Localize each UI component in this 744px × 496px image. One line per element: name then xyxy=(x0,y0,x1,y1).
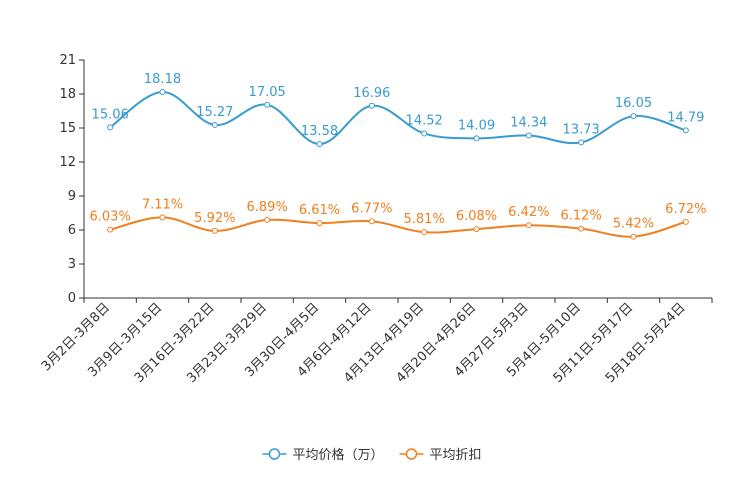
series-0-point[interactable] xyxy=(211,121,218,128)
series-layer: 15.06 18.18 15.27 17.05 13.58 16.96 14.52 14.09… xyxy=(90,72,706,240)
series-0-data-label: 18.18 xyxy=(144,72,181,87)
series-1-point[interactable] xyxy=(264,216,271,223)
series-1-data-label: 6.03% xyxy=(90,210,131,225)
series-0-point[interactable] xyxy=(682,127,689,134)
series-1-data-label: 7.11% xyxy=(142,197,183,212)
series-1: 6.03% 7.11% 5.92% 6.89% 6.61% 6.77% 5.81% 6.08%… xyxy=(90,197,706,240)
legend-item-1[interactable]: 平均折扣 xyxy=(399,448,482,463)
series-1-data-label: 6.77% xyxy=(351,201,392,216)
legend-marker-0 xyxy=(268,448,281,460)
y-tick-label: 3 xyxy=(68,257,76,272)
series-1-data-label: 6.08% xyxy=(456,209,497,224)
series-1-line xyxy=(109,216,687,238)
series-0-data-label: 15.06 xyxy=(92,107,129,122)
series-0: 15.06 18.18 15.27 17.05 13.58 16.96 14.52 14.09… xyxy=(92,72,704,148)
legend-label-1: 平均折扣 xyxy=(430,448,482,463)
series-1-data-label: 5.42% xyxy=(613,217,654,232)
legend[interactable]: 平均价格（万） 平均折扣 xyxy=(262,447,482,463)
series-1-point[interactable] xyxy=(630,233,637,240)
series-0-data-label: 14.09 xyxy=(458,118,495,133)
series-1-point[interactable] xyxy=(211,227,218,234)
series-0-data-label: 13.58 xyxy=(301,124,338,139)
y-tick-label: 21 xyxy=(59,53,76,68)
series-1-data-label: 6.61% xyxy=(299,203,340,218)
legend-item-0[interactable]: 平均价格（万） xyxy=(262,447,384,463)
y-tick-label: 18 xyxy=(59,87,76,102)
series-0-data-label: 15.27 xyxy=(196,105,233,120)
series-1-point[interactable] xyxy=(368,218,375,225)
series-1-point[interactable] xyxy=(159,214,166,221)
y-tick-label: 6 xyxy=(68,223,76,238)
series-1-data-label: 6.42% xyxy=(508,205,549,220)
y-tick-label: 9 xyxy=(68,189,76,204)
series-1-point[interactable] xyxy=(107,226,114,233)
series-0-data-label: 14.34 xyxy=(510,115,547,130)
series-0-data-label: 17.05 xyxy=(249,85,286,100)
series-0-point[interactable] xyxy=(525,132,532,139)
legend-marker-1 xyxy=(405,448,418,460)
series-0-point[interactable] xyxy=(421,130,428,137)
series-1-point[interactable] xyxy=(421,229,428,236)
y-tick-label: 0 xyxy=(68,291,76,306)
series-0-point[interactable] xyxy=(473,135,480,142)
series-0-data-label: 16.05 xyxy=(615,96,652,111)
series-0-point[interactable] xyxy=(316,141,323,148)
series-0-point[interactable] xyxy=(159,88,166,95)
series-1-data-label: 6.12% xyxy=(561,209,602,224)
series-1-point[interactable] xyxy=(682,218,689,225)
series-0-data-label: 14.52 xyxy=(406,113,443,128)
series-0-point[interactable] xyxy=(630,113,637,120)
series-0-point[interactable] xyxy=(578,139,585,146)
y-tick-label: 15 xyxy=(59,121,76,136)
legend-label-0: 平均价格（万） xyxy=(292,447,383,463)
series-0-point[interactable] xyxy=(107,124,114,131)
series-1-data-label: 6.72% xyxy=(665,202,706,217)
series-1-data-label: 6.89% xyxy=(247,200,288,215)
series-1-point[interactable] xyxy=(473,226,480,233)
series-0-point[interactable] xyxy=(368,102,375,109)
series-1-point[interactable] xyxy=(316,220,323,227)
series-1-point[interactable] xyxy=(578,225,585,232)
series-0-data-label: 14.79 xyxy=(667,110,704,125)
y-tick-label: 12 xyxy=(59,155,76,170)
series-1-data-label: 5.81% xyxy=(404,212,445,227)
series-0-point[interactable] xyxy=(264,101,271,108)
series-0-data-label: 16.96 xyxy=(353,86,390,101)
series-1-point[interactable] xyxy=(525,222,532,229)
series-0-data-label: 13.73 xyxy=(563,122,600,137)
series-1-data-label: 5.92% xyxy=(194,211,235,226)
